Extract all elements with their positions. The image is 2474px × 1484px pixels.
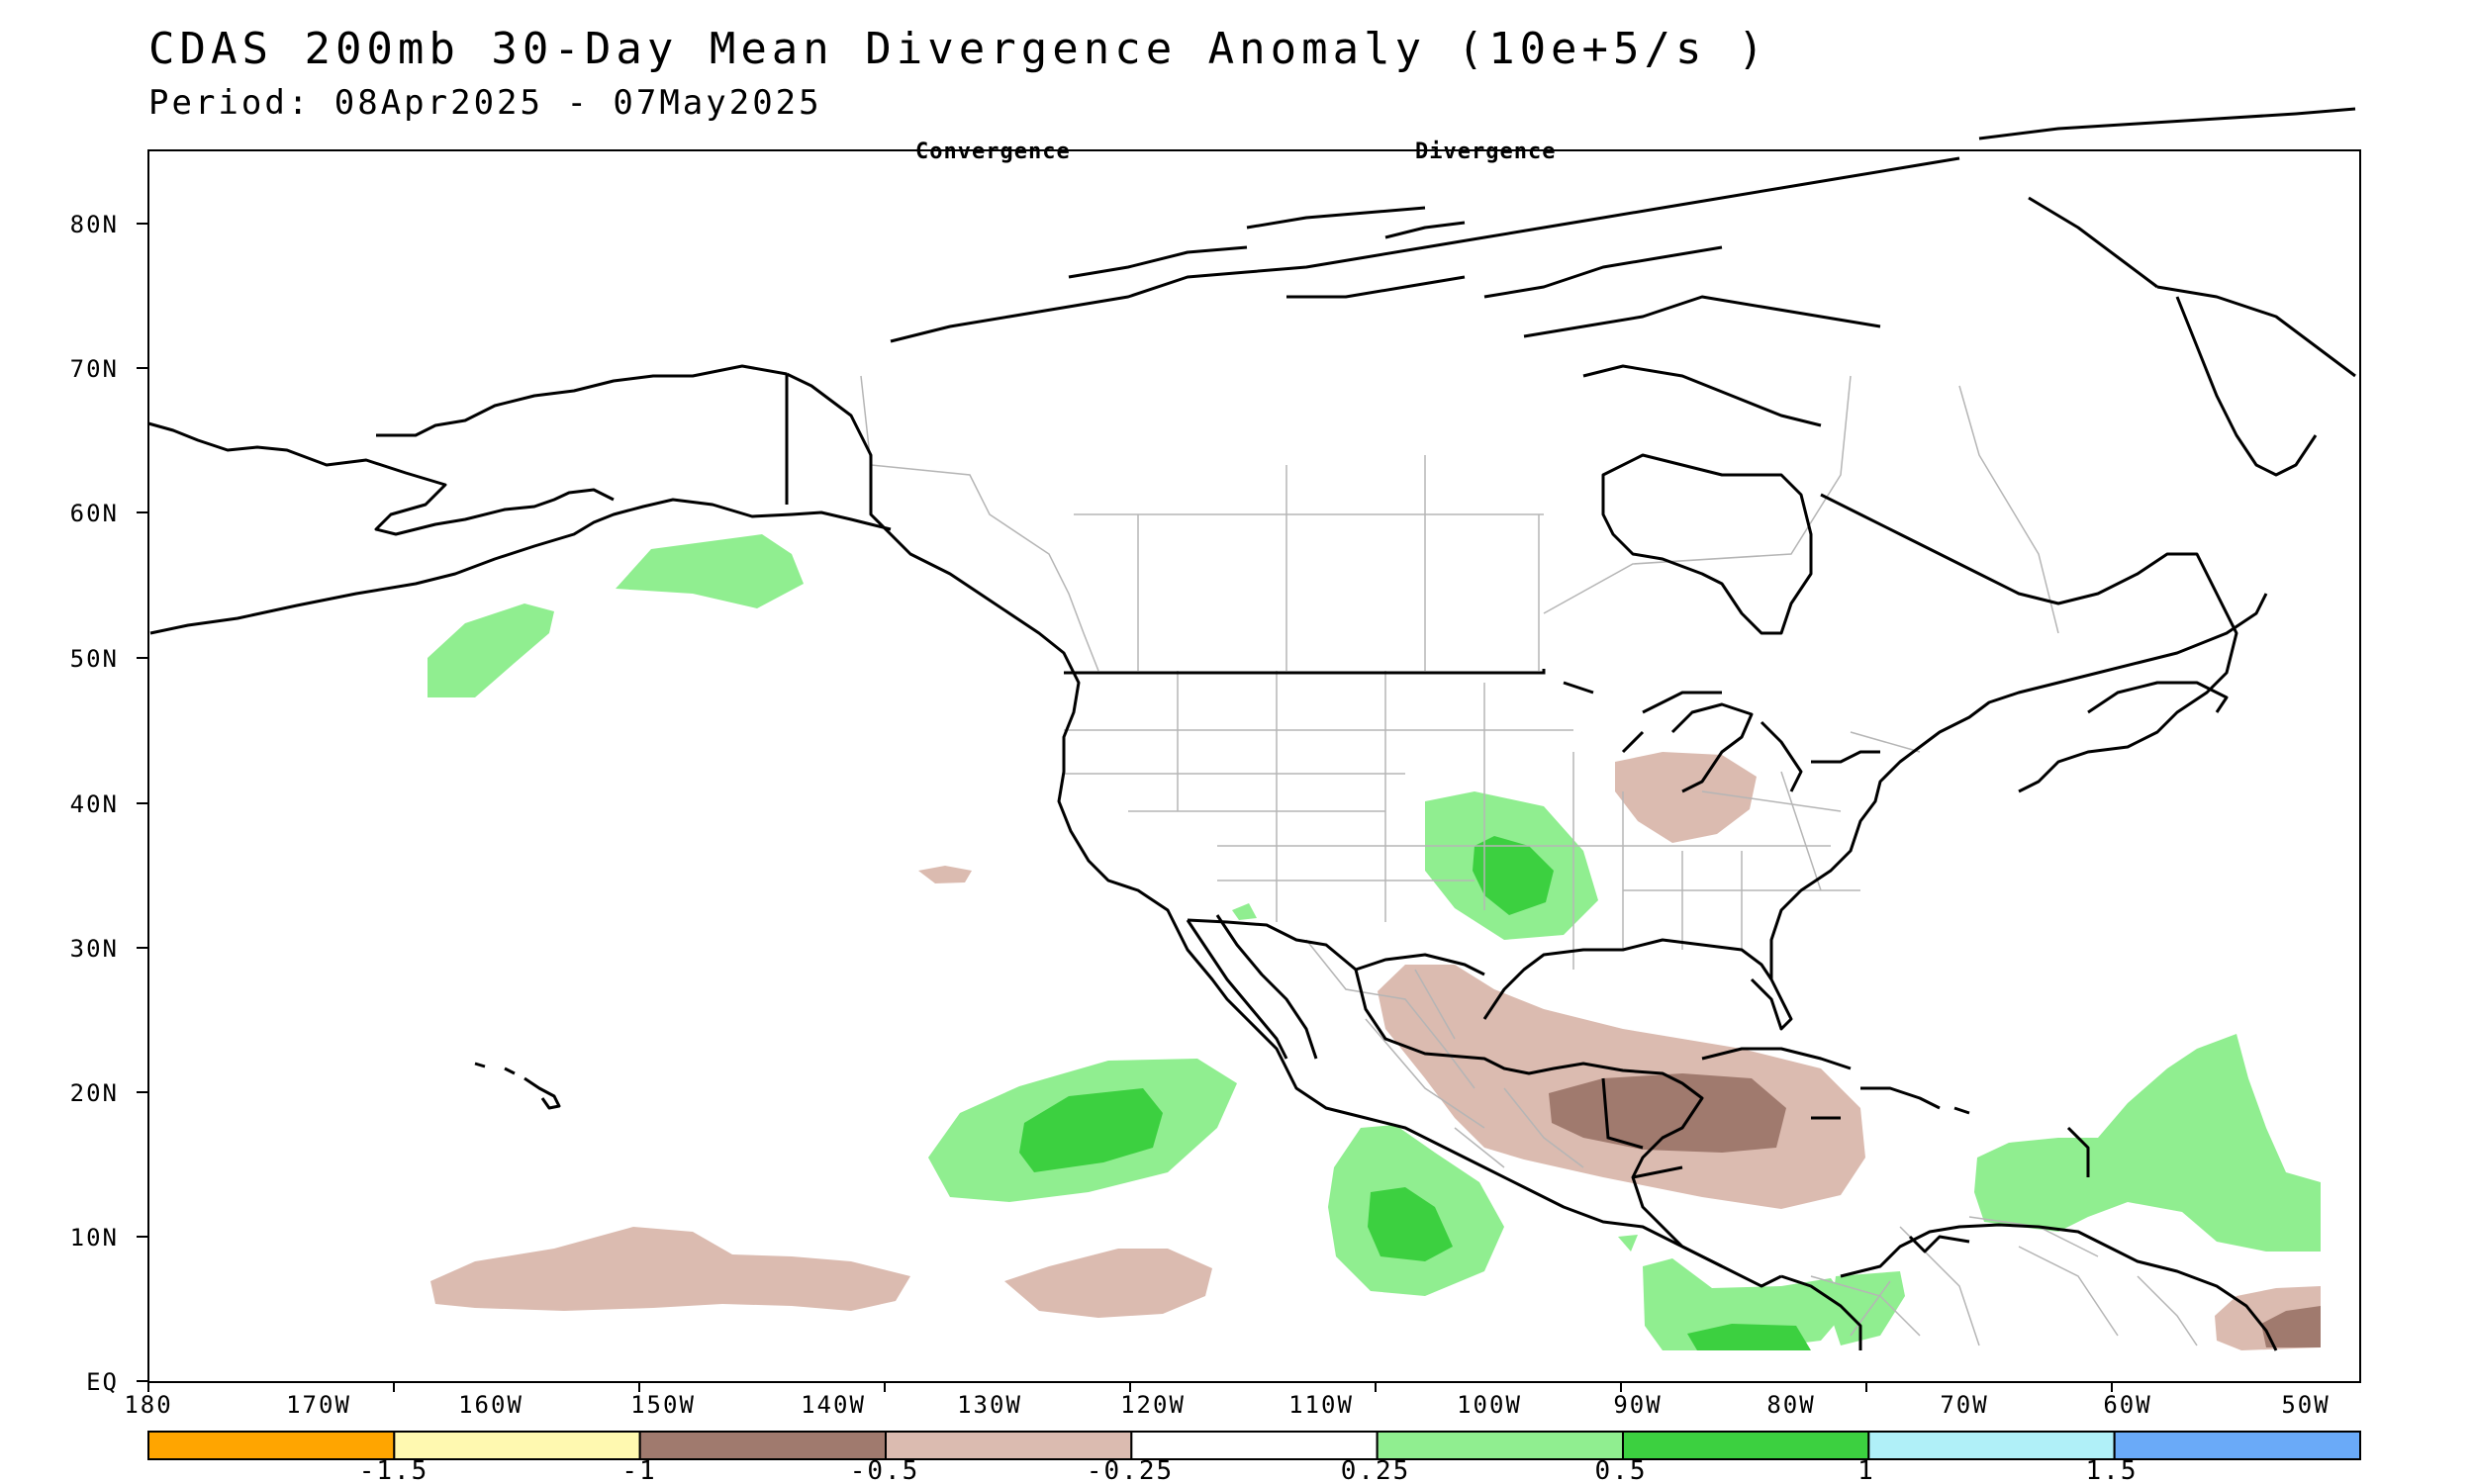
- divergence-core-southern-plains: [1473, 836, 1554, 915]
- coastlines: [147, 107, 2356, 1351]
- hawaiian-islands: [474, 1062, 561, 1110]
- divergence-core-tropical-pacific-east: [1368, 1187, 1453, 1261]
- lon-label-130w: 130W: [957, 1391, 1022, 1419]
- lon-label-140w: 140W: [801, 1391, 866, 1419]
- lon-label-110w: 110W: [1288, 1391, 1354, 1419]
- colorbar-boxes: [147, 1431, 2362, 1460]
- longitude-axis: [147, 1382, 2113, 1392]
- coastline-great-lakes: [1621, 691, 1880, 793]
- colorbar-box-3: [885, 1431, 1133, 1460]
- coastline-alaska: [147, 364, 892, 635]
- lat-label-10n: 10N: [70, 1224, 119, 1252]
- lat-label-60n: 60N: [70, 500, 119, 527]
- coastline-south-america: [1780, 1223, 2278, 1351]
- colorbar-label-1-5: 1.5: [2086, 1456, 2139, 1484]
- mexico-state-lines: [1305, 939, 1584, 1168]
- colorbar-box-1: [393, 1431, 641, 1460]
- convergence-region-subtropical-pacific: [918, 866, 972, 883]
- coastline-canada-east: [1820, 493, 2238, 793]
- latitude-labels: EQ 10N 20N 30N 40N 50N 60N 70N 80N: [70, 211, 119, 1396]
- divergence-region-gulf-alaska: [616, 534, 804, 608]
- lon-label-160w: 160W: [458, 1391, 523, 1419]
- divergence-core-colombia-pacific: [1687, 1324, 1811, 1350]
- divergence-region-baja: [1232, 903, 1257, 920]
- colorbar-label-m0-25: -0.25: [1087, 1456, 1174, 1484]
- canada-province-lines: [860, 375, 2059, 672]
- colorbar-box-0: [147, 1431, 396, 1460]
- lon-label-70w: 70W: [1940, 1391, 1988, 1419]
- lat-label-30n: 30N: [70, 935, 119, 963]
- colorbar-labels: -1.5 -1 -0.5 -0.25 0.25 0.5 1 1.5: [359, 1456, 2139, 1484]
- canada-us-border: [1064, 669, 1594, 695]
- colorbar-label-1: 1: [1857, 1456, 1875, 1484]
- colorbar-label-m0-5: -0.5: [850, 1456, 920, 1484]
- divergence-region-atlantic: [1974, 1034, 2321, 1252]
- longitude-labels: 180 170W 160W 150W 140W 130W 120W 110W 1…: [124, 1391, 2330, 1419]
- lat-label-20n: 20N: [70, 1079, 119, 1107]
- lon-label-80w: 80W: [1766, 1391, 1815, 1419]
- colorbar-box-4: [1130, 1431, 1379, 1460]
- lon-label-180: 180: [124, 1391, 172, 1419]
- convergence-region-equatorial-pacific-west: [430, 1227, 910, 1311]
- coastline-atlantic-us: [1769, 593, 2268, 979]
- lon-label-50w: 50W: [2281, 1391, 2330, 1419]
- colorbar-label-0-25: 0.25: [1341, 1456, 1411, 1484]
- coastline-caribbean-islands: [1701, 1047, 2090, 1177]
- colorbar-label-m1-5: -1.5: [359, 1456, 429, 1484]
- divergence-region-colombia-pacific: [1643, 1258, 1851, 1350]
- lon-label-170w: 170W: [286, 1391, 351, 1419]
- divergence-label: Divergence: [1415, 139, 1556, 164]
- convergence-region-great-lakes: [1615, 752, 1757, 843]
- lat-label-80n: 80N: [70, 211, 119, 238]
- coastline-greenland: [1978, 107, 2356, 477]
- country-borders: [785, 374, 1683, 1179]
- divergence-region-small-central-america: [1618, 1235, 1638, 1252]
- political-boundaries: [860, 375, 2198, 1346]
- divergence-region-colombia: [1831, 1271, 1905, 1345]
- colorbar-box-6: [1622, 1431, 1870, 1460]
- coastline-hudson-bay: [1601, 453, 1813, 635]
- coastline-baja: [1186, 914, 1318, 1060]
- coastline-pacific-northwest: [786, 372, 1782, 1288]
- map-frame: [147, 149, 2361, 1383]
- us-state-lines: [1064, 671, 1921, 970]
- coastline-gulf-of-mexico: [1354, 938, 1793, 1268]
- central-america-borders: [1601, 1077, 1683, 1179]
- lon-label-100w: 100W: [1457, 1391, 1522, 1419]
- coastline-arctic-archipelago: [890, 156, 1960, 427]
- convergence-core-guiana: [2261, 1306, 2321, 1347]
- colorbar-label-m1: -1: [621, 1456, 656, 1484]
- colorbar-label-0-5: 0.5: [1595, 1456, 1648, 1484]
- convergence-region-equatorial-pacific-east: [1004, 1249, 1212, 1318]
- map-title: CDAS 200mb 30-Day Mean Divergence Anomal…: [148, 24, 1769, 74]
- colorbar-box-5: [1376, 1431, 1624, 1460]
- map-period: Period: 08Apr2025 - 07May2025: [148, 83, 822, 123]
- lon-label-120w: 120W: [1120, 1391, 1186, 1419]
- colorbar-box-2: [638, 1431, 888, 1460]
- lat-label-40n: 40N: [70, 790, 119, 818]
- lon-label-90w: 90W: [1613, 1391, 1662, 1419]
- convergence-label: Convergence: [915, 139, 1071, 164]
- latitude-axis: [137, 223, 148, 1382]
- divergence-region-north-pacific: [428, 603, 554, 697]
- colorbar-box-8: [2113, 1431, 2362, 1460]
- anomaly-shading: [428, 534, 2321, 1350]
- lon-label-60w: 60W: [2103, 1391, 2151, 1419]
- us-mexico-border: [1187, 918, 1357, 972]
- lat-label-eq: EQ: [86, 1368, 119, 1396]
- colorbar-box-7: [1867, 1431, 2116, 1460]
- lat-label-50n: 50N: [70, 645, 119, 673]
- colorbar: -1.5 -1 -0.5 -0.25 0.25 0.5 1 1.5: [147, 1431, 2362, 1484]
- divergence-core-tropical-pacific-west: [1019, 1088, 1163, 1172]
- lat-label-70n: 70N: [70, 355, 119, 383]
- lon-label-150w: 150W: [630, 1391, 696, 1419]
